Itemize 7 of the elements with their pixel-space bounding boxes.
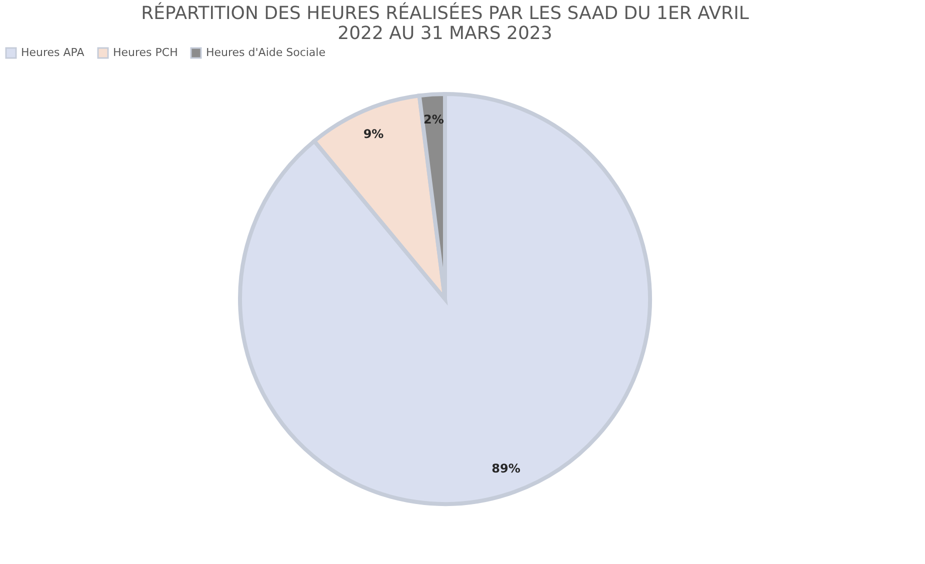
text: RÉPARTITION DES HEURES RÉALISÉES PAR LES SAAD DU 1ER AVRIL [141,3,749,24]
legend-label: Heures d'Aide Sociale [206,46,326,59]
text: 2022 AU 31 MARS 2023 [338,23,552,44]
data-label: 9% [363,126,384,141]
data-label: 89% [492,461,520,476]
legend-label: Heures APA [21,46,85,59]
legend-label: Heures PCH [113,46,178,59]
